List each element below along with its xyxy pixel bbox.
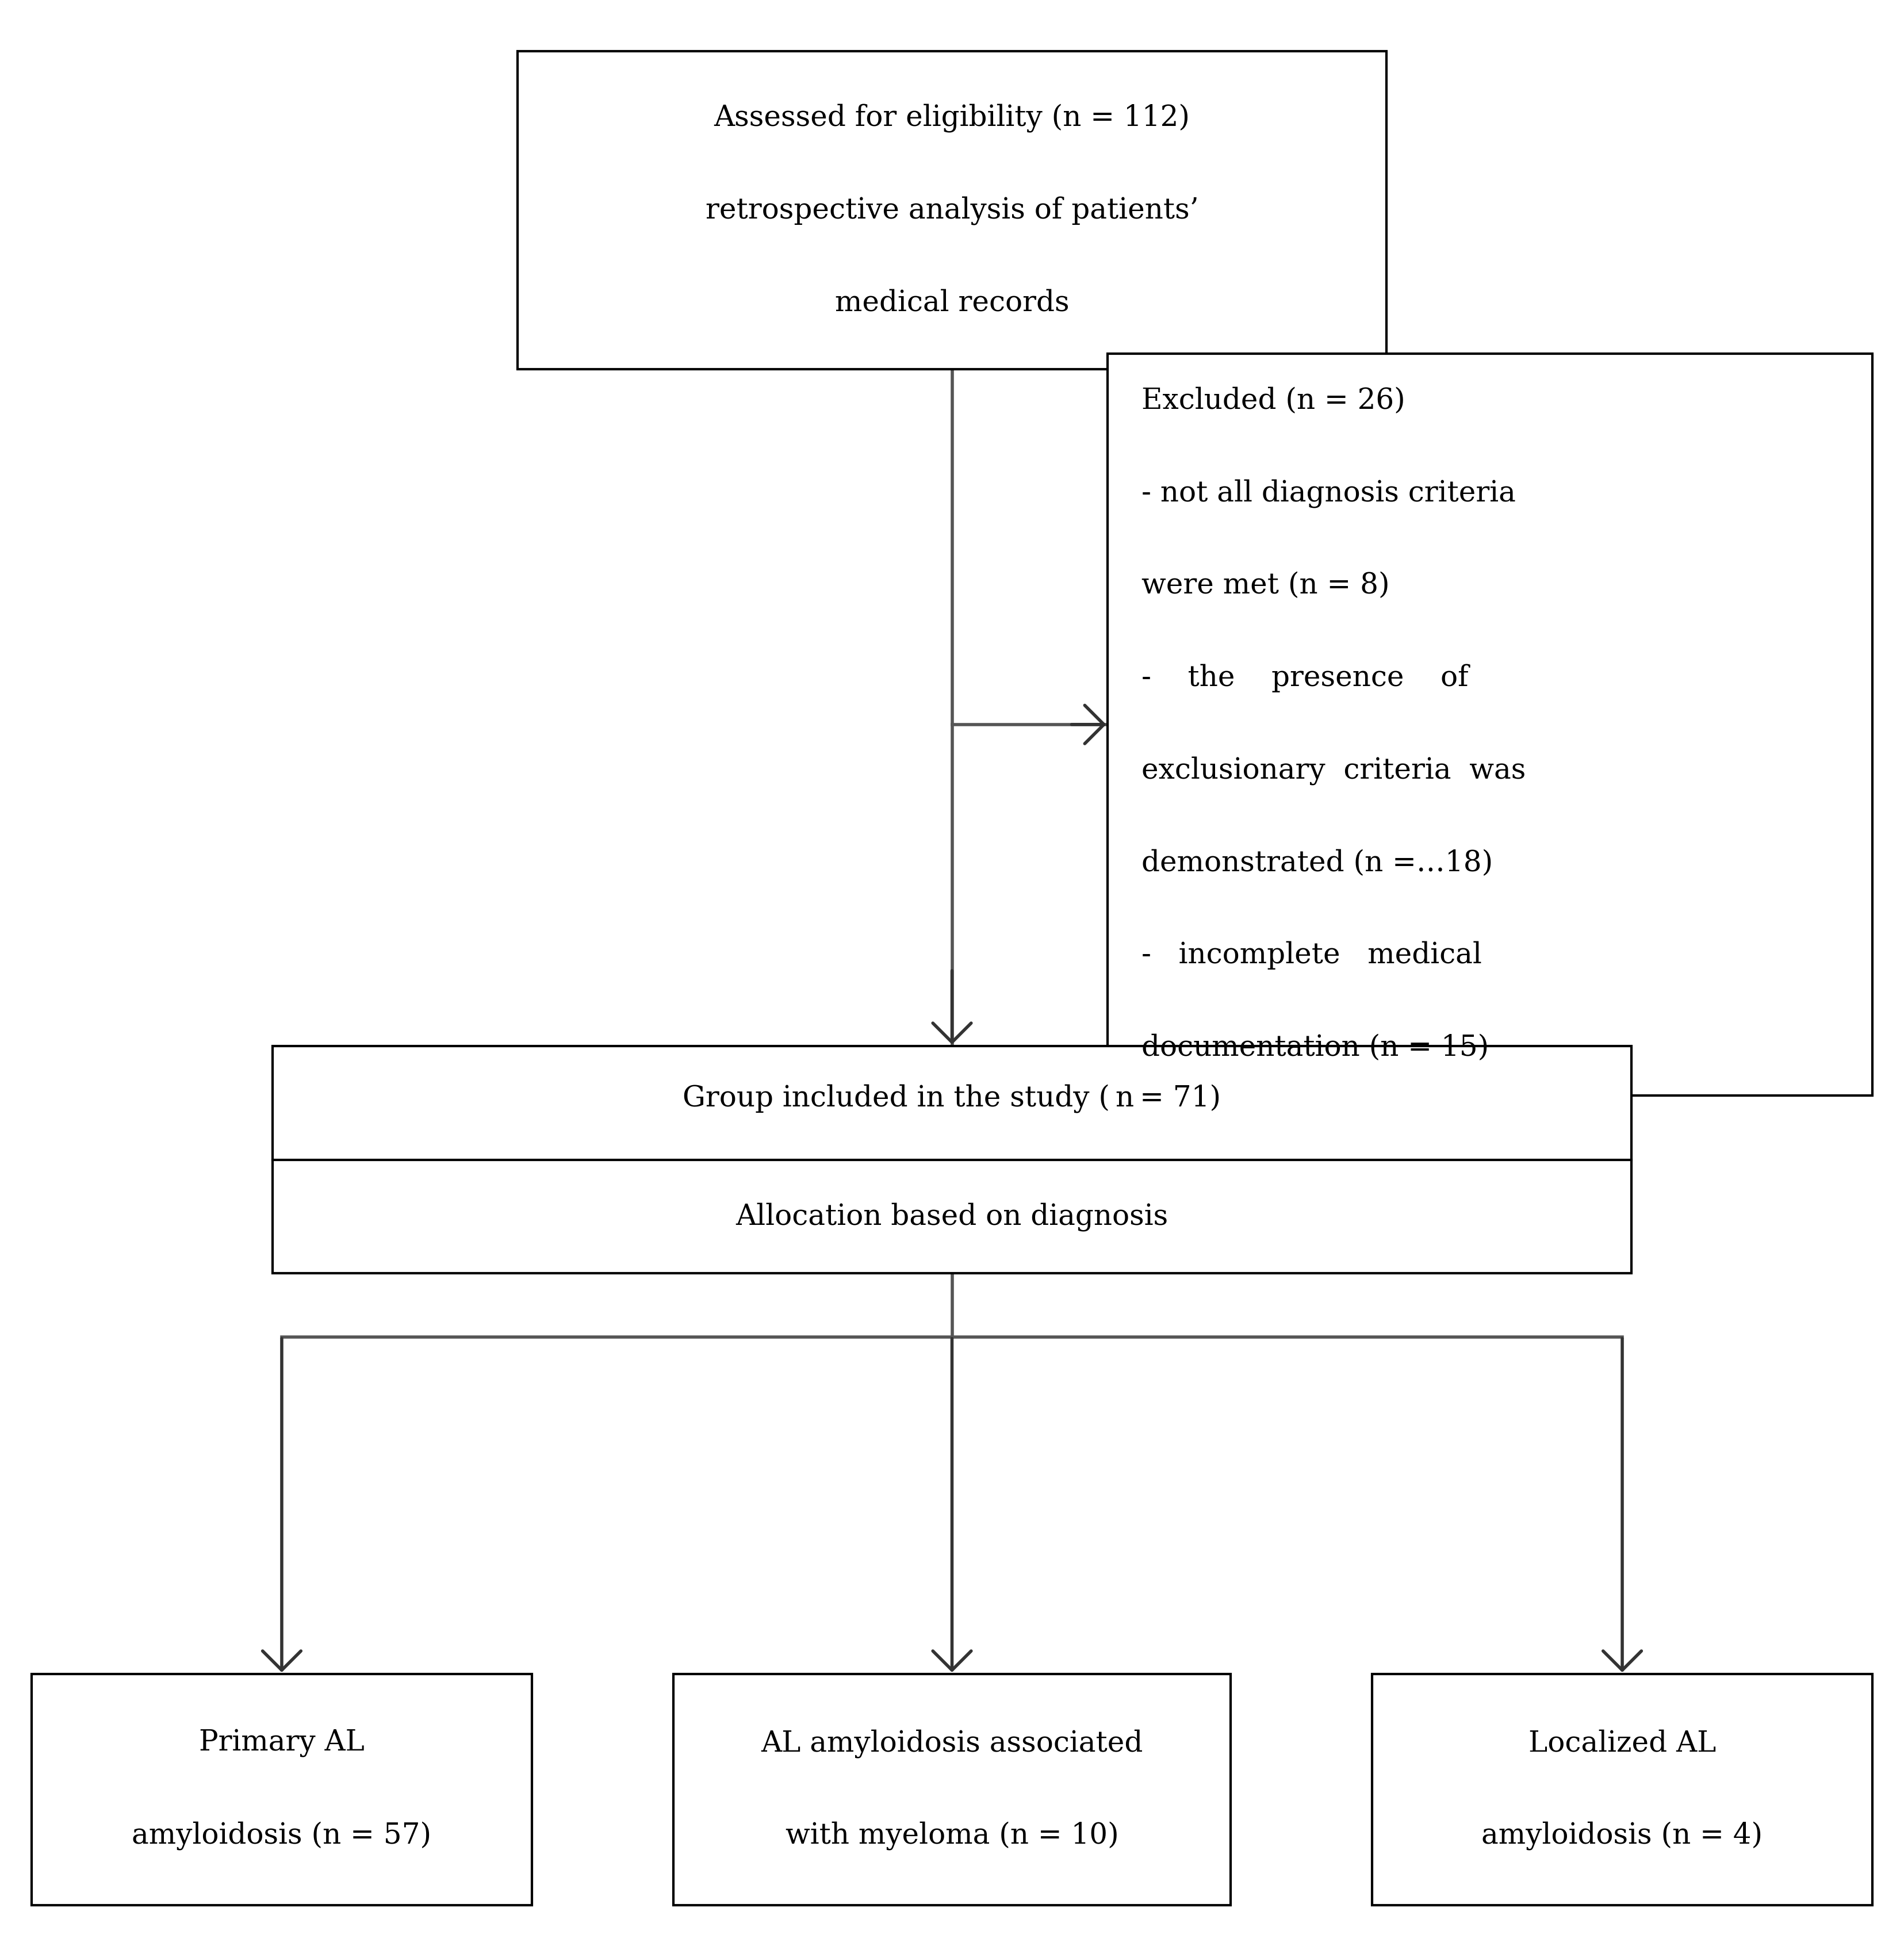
Text: Group included in the study ( n = 71): Group included in the study ( n = 71) [684, 1084, 1220, 1113]
Text: AL amyloidosis associated: AL amyloidosis associated [762, 1728, 1142, 1758]
Text: medical records: medical records [834, 289, 1070, 317]
Text: retrospective analysis of patients’: retrospective analysis of patients’ [704, 196, 1200, 225]
Text: Primary AL: Primary AL [200, 1728, 364, 1758]
Text: Assessed for eligibility (n = 112): Assessed for eligibility (n = 112) [714, 103, 1190, 132]
FancyBboxPatch shape [674, 1674, 1230, 1905]
FancyBboxPatch shape [1373, 1674, 1872, 1905]
Text: exclusionary  criteria  was: exclusionary criteria was [1142, 755, 1527, 785]
FancyBboxPatch shape [518, 50, 1386, 369]
Text: with myeloma (n = 10): with myeloma (n = 10) [784, 1822, 1120, 1851]
FancyBboxPatch shape [32, 1674, 531, 1905]
Text: were met (n = 8): were met (n = 8) [1142, 571, 1390, 600]
FancyBboxPatch shape [1108, 353, 1872, 1095]
Text: -   incomplete   medical: - incomplete medical [1142, 942, 1481, 969]
Text: amyloidosis (n = 57): amyloidosis (n = 57) [131, 1822, 432, 1851]
Text: Excluded (n = 26): Excluded (n = 26) [1142, 386, 1405, 416]
Text: documentation (n = 15): documentation (n = 15) [1142, 1033, 1489, 1062]
FancyBboxPatch shape [272, 1047, 1632, 1274]
Text: demonstrated (n =…18): demonstrated (n =…18) [1142, 849, 1493, 878]
Text: - not all diagnosis criteria: - not all diagnosis criteria [1142, 480, 1516, 507]
Text: Localized AL: Localized AL [1529, 1728, 1716, 1758]
Text: amyloidosis (n = 4): amyloidosis (n = 4) [1481, 1822, 1763, 1851]
Text: Allocation based on diagnosis: Allocation based on diagnosis [735, 1202, 1169, 1231]
Text: -    the    presence    of: - the presence of [1142, 664, 1468, 693]
